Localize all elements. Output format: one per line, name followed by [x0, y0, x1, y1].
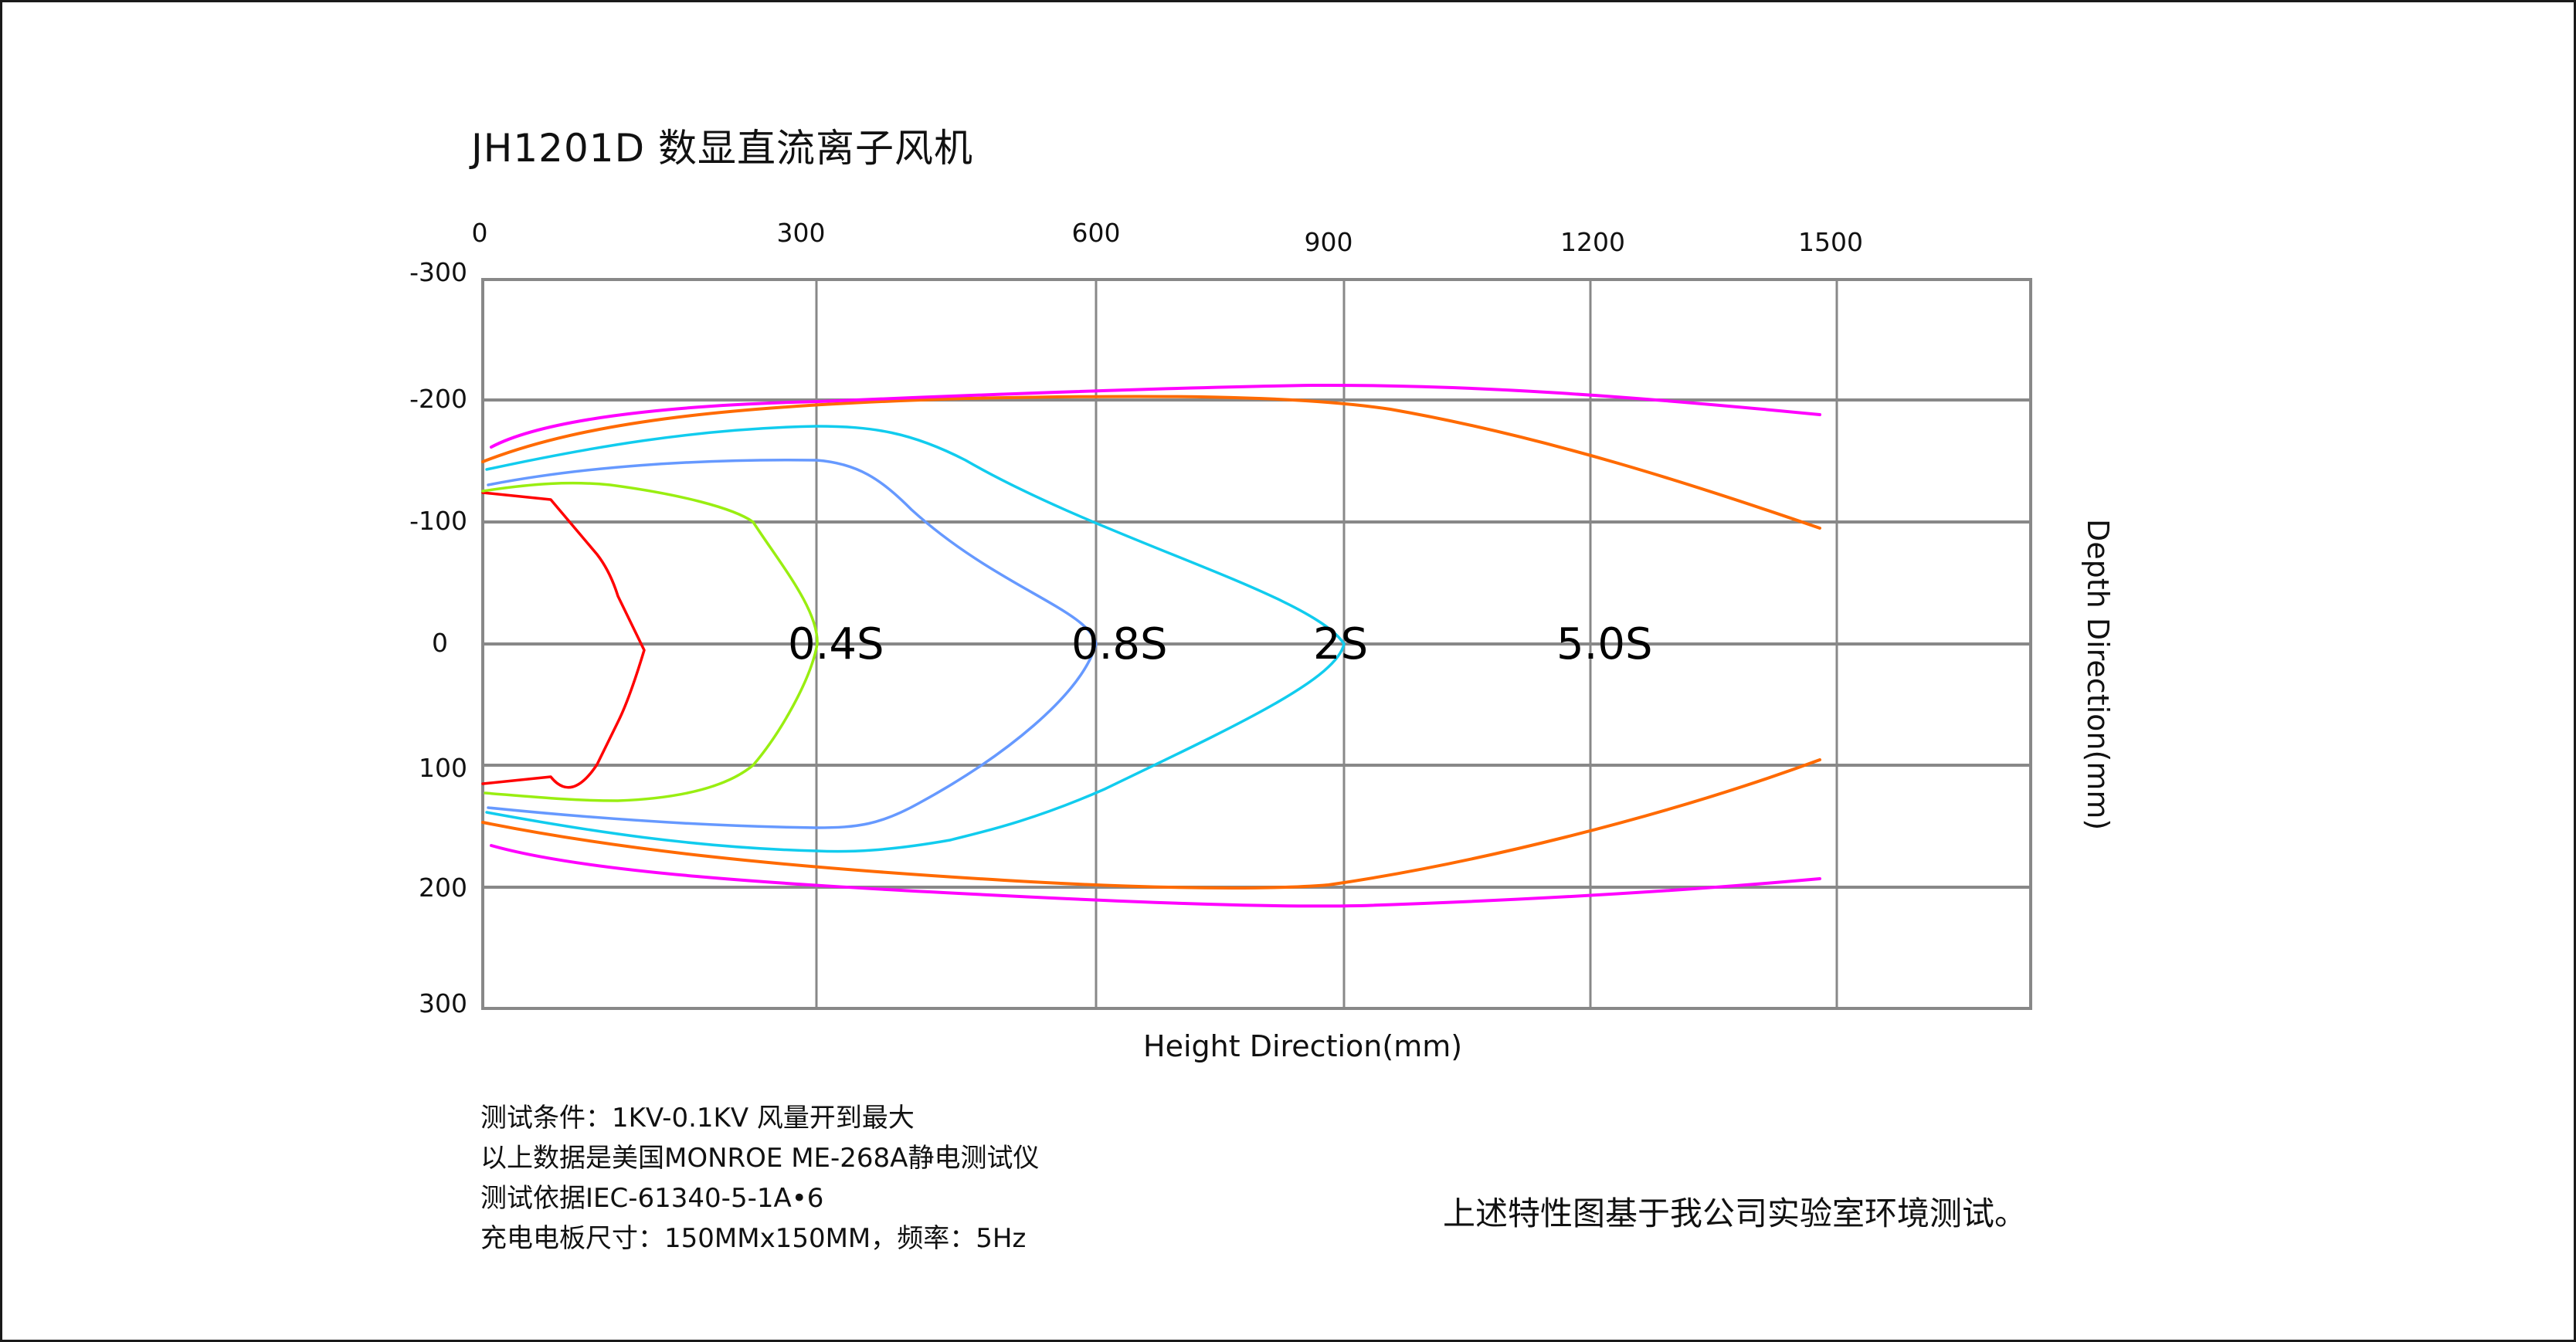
- curve-2s: [485, 425, 1346, 853]
- note-standard: 测试依据IEC-61340-5-1A•6: [480, 1183, 824, 1214]
- curve-outer-upper: [490, 383, 1821, 449]
- x-tick-0: 0: [471, 218, 488, 248]
- y-axis-label: Depth Direction(mm): [2081, 519, 2115, 831]
- label-5.0s: 5.0S: [1556, 619, 1653, 669]
- y-tick-200: 200: [419, 873, 467, 903]
- curve-red: [481, 491, 646, 789]
- y-tick-m100: -100: [409, 506, 467, 536]
- y-tick-m200: -200: [409, 384, 467, 414]
- note-plate-size: 充电电板尺寸：150MMx150MM，频率：5Hz: [480, 1223, 1027, 1254]
- note-instrument: 以上数据是美国MONROE ME-268A静电测试仪: [480, 1143, 1040, 1174]
- y-tick-m300: -300: [409, 257, 467, 287]
- x-axis-label: Height Direction(mm): [1143, 1029, 1463, 1063]
- curve-5.0s: [481, 395, 1821, 530]
- x-tick-600: 600: [1071, 218, 1121, 248]
- curve-outer-lower: [490, 844, 1821, 908]
- label-0.8s: 0.8S: [1071, 619, 1168, 669]
- x-tick-900: 900: [1304, 227, 1353, 257]
- grid: [481, 278, 2032, 1010]
- note-conditions: 测试条件：1KV-0.1KV 风量开到最大: [480, 1103, 915, 1134]
- curve-5.0s-lower: [481, 758, 1821, 890]
- x-tick-1200: 1200: [1560, 227, 1625, 257]
- chart-title: JH1201D 数显直流离子风机: [471, 126, 973, 171]
- label-0.4s: 0.4S: [788, 619, 884, 669]
- y-tick-300: 300: [419, 988, 467, 1018]
- y-tick-0: 0: [432, 628, 448, 658]
- curve-0.8s: [487, 459, 1098, 829]
- y-tick-100: 100: [419, 753, 467, 783]
- curve-0.4s: [481, 481, 819, 802]
- x-tick-300: 300: [776, 218, 826, 248]
- test-notes: 测试条件：1KV-0.1KV 风量开到最大 以上数据是美国MONROE ME-2…: [480, 1098, 1039, 1259]
- footer-note: 上述特性图基于我公司实验室环境测试。: [1443, 1195, 2028, 1232]
- label-2s: 2S: [1313, 619, 1369, 669]
- x-tick-1500: 1500: [1798, 227, 1863, 257]
